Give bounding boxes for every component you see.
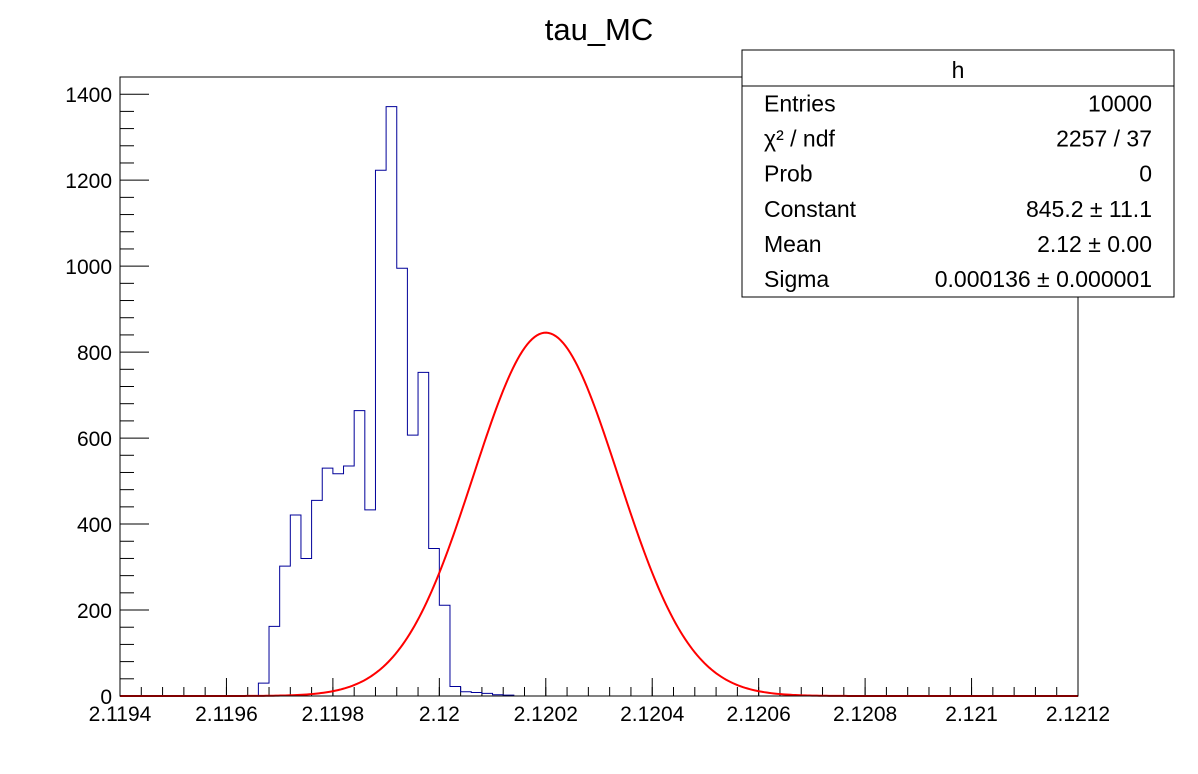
x-tick-label: 2.1202 [514,703,578,726]
stats-row-value: 2.12 ± 0.00 [1037,231,1152,257]
x-tick-label: 2.1212 [1046,703,1110,726]
stats-row-value: 10000 [1088,90,1152,116]
y-tick-label: 200 [77,600,112,623]
y-tick-label: 600 [77,428,112,451]
stats-row-label: Sigma [764,266,829,292]
y-tick-label: 1000 [65,256,112,279]
stats-row-label: Constant [764,196,857,222]
y-tick-label: 1400 [65,84,112,107]
x-tick-label: 2.121 [945,703,998,726]
chart-title: tau_MC [545,12,654,47]
y-tick-label: 0 [100,686,112,709]
x-tick-label: 2.1208 [833,703,897,726]
stats-row-label: Entries [764,90,836,116]
plot-frame [119,76,1079,697]
stats-row-value: 845.2 ± 11.1 [1026,196,1152,222]
x-tick-label: 2.1206 [727,703,791,726]
stats-box: h Entries 10000 χ² / ndf 2257 / 37 Prob 0 Const… [741,49,1175,298]
x-tick-label: 2.1194 [89,703,152,726]
y-tick-label: 1200 [65,170,112,193]
stats-row-label: χ² / ndf [764,125,835,151]
stats-row-value: 0 [1139,161,1152,187]
y-tick-label: 800 [77,342,112,365]
stats-box-title: h [952,57,965,83]
x-tick-label: 2.12 [419,703,460,726]
x-tick-label: 2.1198 [302,703,365,726]
stats-box-frame [741,49,1175,298]
stats-row-label: Mean [764,231,822,257]
x-tick-label: 2.1204 [620,703,685,726]
y-tick-label: 400 [77,514,112,537]
stats-row-value: 0.000136 ± 0.000001 [935,266,1152,292]
stats-row-label: Prob [764,161,813,187]
x-tick-label: 2.1196 [195,703,258,726]
stats-row-value: 2257 / 37 [1056,125,1152,151]
axes: 2.1194 2.1196 2.1198 2.12 2.1202 2.1204 2.1206… [65,76,1110,726]
